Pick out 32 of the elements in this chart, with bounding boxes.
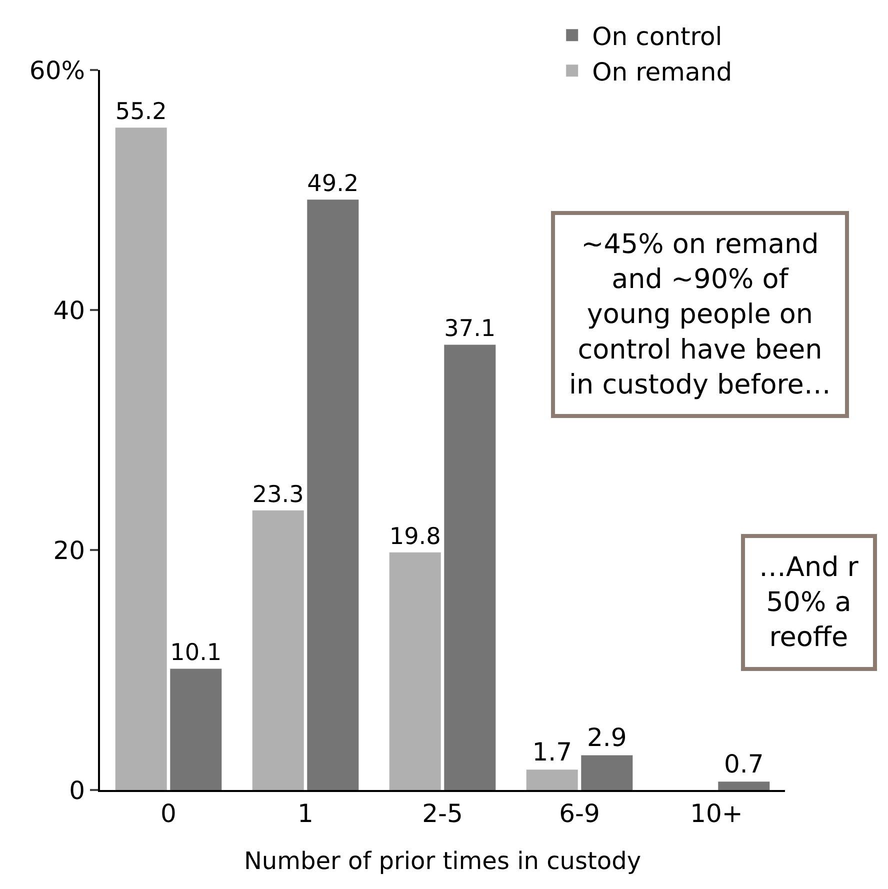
y-tick-label: 0 — [69, 776, 85, 805]
bar — [115, 128, 167, 790]
x-tick-label: 1 — [298, 799, 314, 828]
legend-label: On control — [592, 22, 722, 51]
y-tick-label: 20 — [53, 536, 85, 565]
bar — [718, 782, 770, 790]
bar — [307, 200, 359, 790]
x-tick-label: 6-9 — [559, 799, 600, 828]
data-label: 1.7 — [532, 738, 572, 767]
y-tick-label: 40 — [53, 296, 85, 325]
bar — [170, 668, 222, 790]
x-axis-title: Number of prior times in custody — [244, 846, 642, 875]
annotation: …And r 50% a reoffe — [759, 552, 860, 654]
bar — [252, 510, 304, 790]
data-label: 55.2 — [115, 99, 167, 126]
x-tick-label: 2-5 — [422, 799, 463, 828]
annotation: ~45% on remand and ~90% of young people on control have been in custody before… — [569, 229, 831, 400]
data-label: 10.1 — [170, 640, 222, 666]
bar — [444, 344, 496, 790]
x-tick-label: 0 — [160, 799, 176, 828]
bar — [389, 552, 441, 790]
data-label: 19.8 — [389, 524, 441, 550]
bar — [581, 755, 633, 790]
data-label: 0.7 — [724, 750, 764, 779]
data-label: 2.9 — [587, 723, 627, 752]
data-label: 49.2 — [307, 171, 359, 198]
data-label: 23.3 — [252, 482, 304, 508]
bar — [526, 770, 578, 790]
legend-label: On remand — [592, 57, 732, 86]
y-tick-label: 60% — [29, 56, 85, 85]
data-label: 37.1 — [444, 316, 496, 342]
x-tick-label: 10+ — [690, 799, 743, 828]
